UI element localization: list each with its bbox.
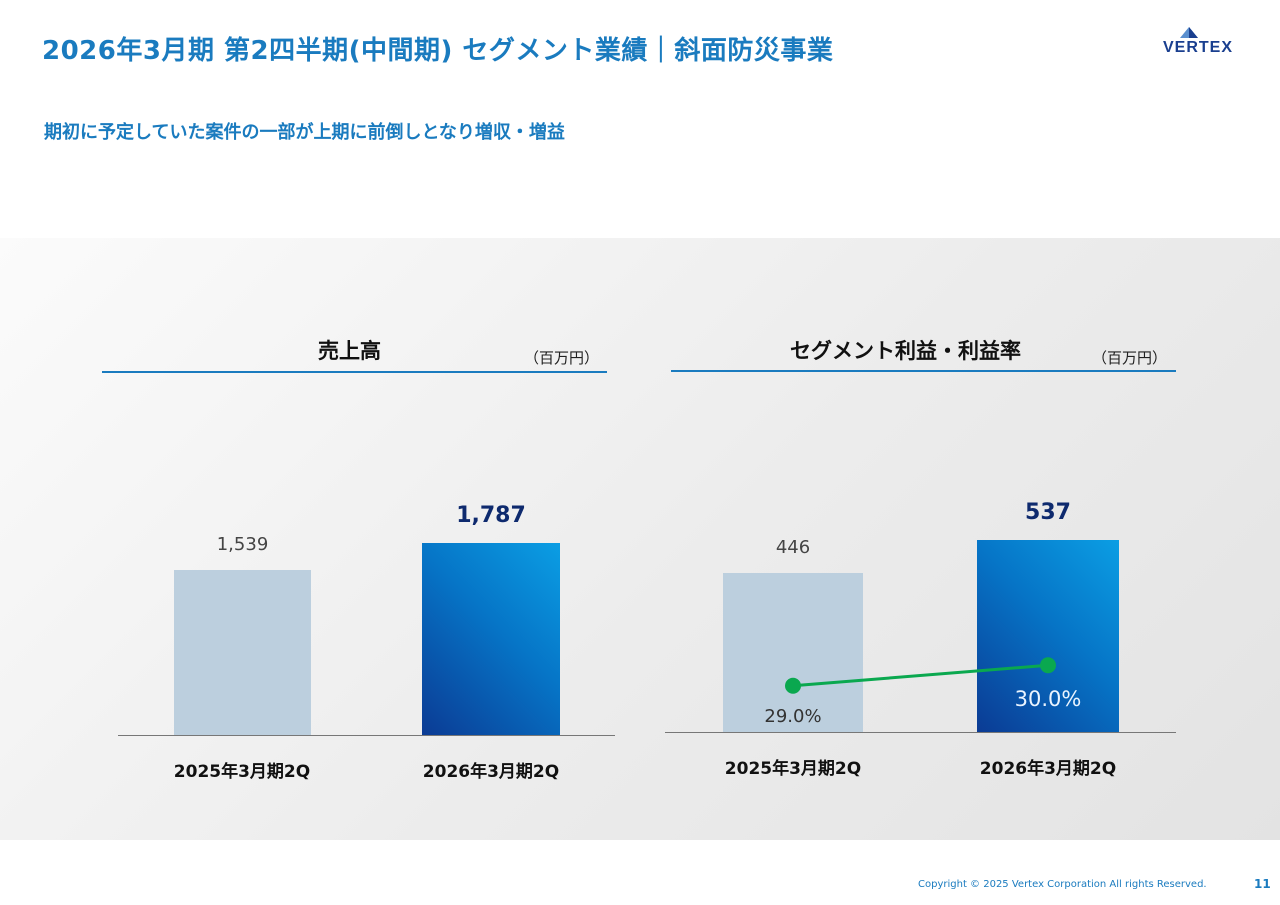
sales-value-curr: 1,787 xyxy=(456,502,526,528)
sales-value-prev: 1,539 xyxy=(216,533,269,555)
sales-xlabel-prev: 2025年3月期2Q xyxy=(173,762,311,782)
copyright-notice: Copyright © 2025 Vertex Corporation All … xyxy=(918,879,1207,890)
profit-value-prev: 446 xyxy=(775,536,811,558)
sales-bar-prev xyxy=(174,569,311,735)
profit-bar-curr xyxy=(977,540,1119,732)
sales-chart-header-rule xyxy=(102,371,607,373)
page-title: 2026年3月期 第2四半期(中間期) セグメント業績｜斜面防災事業 xyxy=(42,36,834,66)
profit-bar-prev xyxy=(723,572,863,732)
vertex-logo: VERTEX xyxy=(1163,27,1233,56)
profit-xlabel-prev: 2025年3月期2Q xyxy=(724,759,862,779)
charts-panel xyxy=(0,238,1280,840)
sales-chart-unit: （百万円） xyxy=(524,349,600,367)
sales-chart-baseline xyxy=(118,735,615,736)
page-number: 11 xyxy=(1254,877,1271,891)
profit-value-curr: 537 xyxy=(1025,500,1071,526)
margin-label-curr: 30.0% xyxy=(1014,687,1082,712)
profit-chart-baseline xyxy=(665,732,1176,733)
profit-chart-title: セグメント利益・利益率 xyxy=(790,339,1021,363)
margin-label-prev: 29.0% xyxy=(764,705,822,727)
sales-chart-title: 売上高 xyxy=(318,339,381,363)
profit-chart-header-rule xyxy=(671,370,1176,372)
headline-message: 期初に予定していた案件の一部が上期に前倒しとなり増収・増益 xyxy=(44,122,565,143)
logo-text: VERTEX xyxy=(1163,39,1233,56)
sales-xlabel-curr: 2026年3月期2Q xyxy=(422,762,560,782)
profit-chart-unit: （百万円） xyxy=(1092,349,1168,367)
profit-xlabel-curr: 2026年3月期2Q xyxy=(979,759,1117,779)
sales-bar-curr xyxy=(422,542,560,735)
